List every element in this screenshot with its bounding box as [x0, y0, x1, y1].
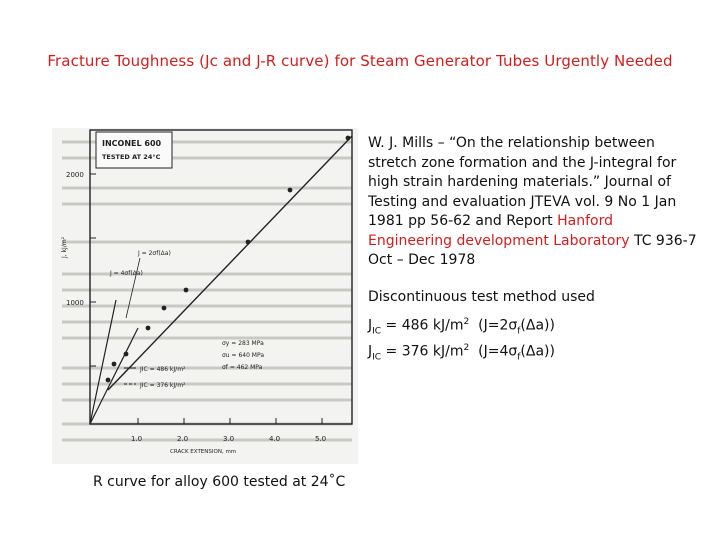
- material-legend: [95, 131, 173, 169]
- reference-body: W. J. Mills – “On the relationship betwe…: [368, 135, 677, 229]
- sigma-f: σf = 462 MPa: [222, 364, 263, 371]
- legend-material: INCONEL 600: [102, 139, 162, 148]
- y-tick-2000: 2000: [66, 171, 84, 179]
- r-curve-line: [107, 135, 353, 391]
- x-tick-2: 2.0: [177, 435, 188, 443]
- legend-temperature: TESTED AT 24°C: [102, 153, 161, 161]
- blunting-line-2sigma: [89, 327, 139, 425]
- sigma-u: σu = 640 MPa: [222, 352, 264, 359]
- y-tick-1000: 1000: [66, 299, 84, 307]
- reference-lab-name: Hanford Engineering development Laborato…: [368, 213, 630, 249]
- plot-frame: [89, 129, 353, 425]
- x-tick-1: 1.0: [131, 435, 142, 443]
- data-points: [105, 135, 351, 383]
- label-2sigma: J = 2σf(Δa): [137, 250, 171, 257]
- scanned-figure: 2000 1000 J, kJ/m² 1.0 2.0 3.0 4.0 5.0 C…: [52, 128, 358, 464]
- slide-title: Fracture Toughness (Jc and J-R curve) fo…: [47, 52, 673, 70]
- blunting-line-4sigma: [89, 299, 117, 425]
- reference-text: W. J. Mills – “On the relationship betwe…: [368, 134, 698, 271]
- y-axis-label: J, kJ/m²: [61, 236, 68, 259]
- equation-jic-486: JIC = 486 kJ/m2 (J=2σf(Δa)): [368, 317, 555, 337]
- jr-curve-plot: 2000 1000 J, kJ/m² 1.0 2.0 3.0 4.0 5.0 C…: [61, 129, 353, 455]
- label-4sigma: J = 4σf(Δa): [109, 270, 143, 277]
- jic-486: JIC = 486 kJ/m²: [139, 366, 186, 373]
- x-axis-label: CRACK EXTENSION, mm: [170, 449, 236, 455]
- x-tick-5: 5.0: [315, 435, 326, 443]
- x-tick-3: 3.0: [223, 435, 234, 443]
- equation-jic-376: JIC = 376 kJ/m2 (J=4σf(Δa)): [368, 343, 555, 363]
- jic-376: JIC = 376 kJ/m²: [139, 382, 186, 389]
- figure-caption: R curve for alloy 600 tested at 24˚C: [93, 474, 346, 490]
- reference-report: TC 936-7 Oct – Dec 1978: [368, 232, 697, 269]
- x-tick-4: 4.0: [269, 435, 280, 443]
- method-note: Discontinuous test method used: [368, 289, 595, 305]
- sigma-y: σy = 283 MPa: [222, 340, 264, 347]
